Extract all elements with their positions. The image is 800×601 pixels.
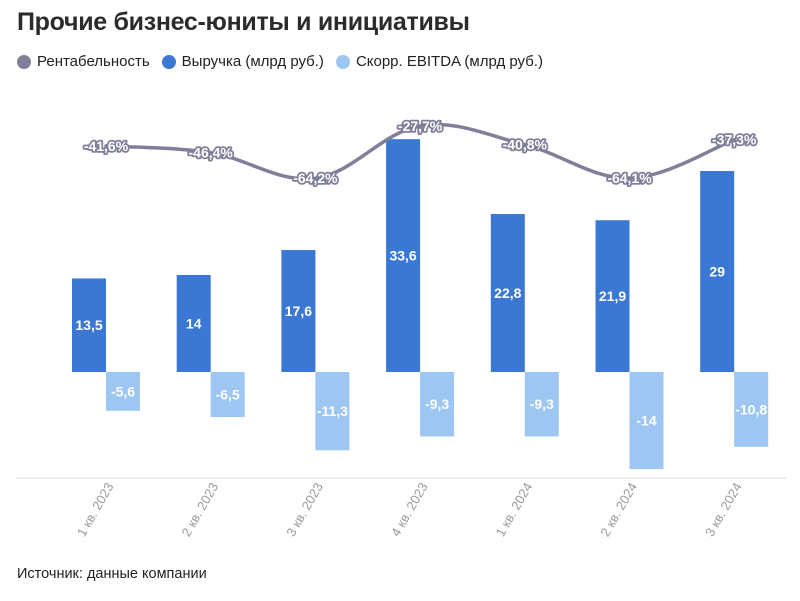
ebitda-bar [210,372,245,418]
revenue-bar-label: 14 [186,315,202,331]
x-tick-label: 2 кв. 2023 [179,480,222,539]
margin-point-label: -46,4% [189,145,234,161]
x-tick-label: 3 кв. 2024 [702,480,745,539]
ebitda-bar [734,372,769,447]
margin-point-label: -40,8% [503,137,548,153]
ebitda-bar-label: -5,6 [111,383,135,399]
ebitda-bar-label: -9,3 [425,396,449,412]
legend-label-margin: Рентабельность [37,53,150,70]
revenue-bar [386,139,421,372]
x-tick-label: 3 кв. 2023 [283,480,326,539]
revenue-bar-label: 22,8 [494,285,521,301]
ebitda-bar-label: -14 [636,413,656,429]
legend-label-revenue: Выручка (млрд руб.) [181,53,324,70]
legend-item-revenue: Выручка (млрд руб.) [161,53,324,70]
revenue-bar [490,213,525,372]
ebitda-bar [524,372,559,437]
revenue-bar-label: 29 [709,264,725,280]
margin-point-label: -37,3% [712,132,757,148]
ebitda-bar-label: -11,3 [317,403,348,419]
margin-line [104,122,736,181]
revenue-bar [595,220,630,372]
ebitda-bar [106,372,140,411]
ebitda-bar [629,372,664,470]
margin-point-label: -41,6% [84,138,129,154]
x-tick-label: 1 кв. 2023 [74,480,117,539]
revenue-bar-label: 21,9 [599,288,626,304]
revenue-bar [72,278,106,372]
legend-swatch-revenue [161,54,176,69]
revenue-bar-label: 13,5 [75,317,102,333]
x-tick-label: 2 кв. 2024 [597,480,640,539]
legend-item-ebitda: Скорр. EBITDA (млрд руб.) [335,53,543,70]
source-note: Источник: данные компании [17,566,207,582]
legend-swatch-ebitda [335,54,350,69]
margin-point-label: -27,7% [398,118,443,134]
x-tick-label: 4 кв. 2023 [388,480,431,539]
chart-title: Прочие бизнес-юниты и инициативы [17,8,470,36]
revenue-bar-label: 17,6 [285,303,312,319]
ebitda-bar-label: -10,8 [735,401,767,417]
legend-item-margin: Рентабельность [17,53,150,70]
margin-point-label: -64,1% [607,170,652,186]
ebitda-bar-label: -9,3 [530,396,554,412]
legend-swatch-margin [17,54,31,69]
x-tick-label: 1 кв. 2024 [493,480,536,539]
ebitda-bar [420,372,455,437]
revenue-bar [176,274,211,372]
revenue-bar [700,171,735,372]
legend: Рентабельность Выручка (млрд руб.) Скорр… [17,53,555,70]
revenue-bar [281,250,316,372]
legend-label-ebitda: Скорр. EBITDA (млрд руб.) [355,53,543,70]
ebitda-bar [315,372,350,451]
ebitda-bar-label: -6,5 [216,387,240,403]
margin-point-label: -64,2% [293,170,338,186]
revenue-bar-label: 33,6 [389,248,416,264]
